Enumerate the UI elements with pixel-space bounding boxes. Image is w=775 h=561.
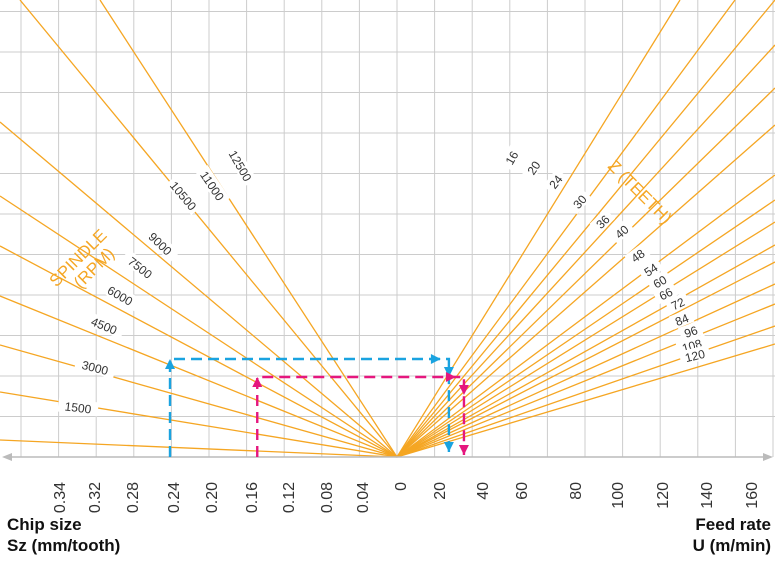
- feed-rate-tick-label: 120: [655, 482, 672, 509]
- zero-tick-label: 0: [393, 482, 410, 491]
- chip-size-tick-label: 0.16: [244, 482, 261, 513]
- spindle-speed-label: 3000: [80, 358, 110, 378]
- teeth-label-bg: [652, 281, 679, 305]
- spindle-label-bg: [99, 279, 142, 312]
- example-arrowhead: [252, 377, 263, 387]
- grid: [0, 0, 775, 457]
- spindle-label-bg: [83, 311, 126, 340]
- teeth-label-bg: [521, 154, 546, 181]
- chip-size-unit: Sz (mm/tooth): [7, 536, 121, 555]
- spindle-line: [19, 0, 398, 458]
- chip-size-tick-label: 0.28: [125, 482, 142, 513]
- spindle-label-bg: [224, 144, 257, 187]
- chip-size-tick-label: 0.04: [355, 482, 372, 513]
- teeth-label-bg: [624, 243, 651, 268]
- example-arrowhead: [165, 359, 175, 369]
- feed-rate-tick-label: 40: [475, 482, 492, 500]
- teeth-label-bg: [675, 334, 709, 356]
- teeth-line: [396, 0, 775, 458]
- feed-rate-unit: U (m/min): [692, 536, 771, 555]
- teeth-line: [396, 325, 775, 458]
- teeth-label-bg: [678, 344, 712, 366]
- feed-rate-tick-label: 100: [610, 482, 627, 509]
- spindle-label-bg: [74, 355, 117, 379]
- chip-size-tick-label: 0.20: [204, 482, 221, 513]
- spindle-line: [0, 439, 398, 458]
- feed-rate-tick-label: 140: [699, 482, 716, 509]
- x-axis: 0.34 0.32 0.28 0.24 0.20 0.16 0.12 0.08 0.04 0 20 4…: [2, 453, 773, 513]
- teeth-line: [396, 44, 775, 458]
- chip-size-axis-title: Chip size Sz (mm/tooth): [7, 514, 120, 556]
- axis-arrow-right: [763, 453, 773, 461]
- teeth-label-bg: [646, 269, 673, 293]
- spindle-line: [0, 344, 398, 458]
- teeth-line: [396, 174, 775, 458]
- example-path: [256, 375, 466, 457]
- teeth-label-bg: [499, 144, 523, 171]
- teeth-line: [396, 303, 775, 458]
- teeth-label-bg: [637, 257, 664, 282]
- example-arrowhead: [443, 442, 454, 452]
- spindle-label-bg: [141, 224, 180, 263]
- teeth-label-bg: [608, 218, 635, 244]
- chip-size-tick-label: 0.34: [52, 482, 69, 513]
- teeth-line: [396, 87, 775, 458]
- teeth-line: [396, 0, 681, 458]
- example-arrowhead: [445, 372, 456, 382]
- spindle-speed-label: 12500: [226, 148, 255, 184]
- teeth-line: [396, 199, 775, 458]
- spindle-line: [99, 0, 398, 458]
- spindle-speed-label: 1500: [64, 399, 93, 416]
- example-arrowhead: [430, 354, 441, 364]
- teeth-label-bg: [664, 292, 691, 315]
- teeth-line: [396, 283, 775, 458]
- feed-rate-tick-label: 60: [514, 482, 531, 500]
- teeth-lines: [396, 0, 775, 458]
- teeth-label-bg: [589, 208, 616, 234]
- spindle-label-bg: [120, 249, 161, 286]
- axis-arrow-left: [2, 453, 12, 461]
- chip-size-tick-label: 0.32: [87, 482, 104, 513]
- example-arrowhead: [458, 445, 469, 455]
- teeth-line: [396, 244, 775, 458]
- feed-rate-tick-label: 20: [432, 482, 449, 500]
- chip-size-title: Chip size: [7, 515, 82, 534]
- teeth-title: Z (TEETH): [604, 156, 676, 228]
- spindle-line: [0, 195, 398, 458]
- chip-size-tick-label: 0.24: [166, 482, 183, 513]
- spindle-lines: [0, 0, 398, 458]
- teeth-label-bg: [542, 168, 568, 195]
- example-arrowhead: [458, 385, 469, 395]
- spindle-label-bg: [165, 175, 202, 216]
- teeth-count-label: 16: [503, 148, 522, 167]
- teeth-line: [396, 0, 736, 458]
- spindle-line: [0, 295, 398, 458]
- chip-size-tick-label: 0.12: [281, 482, 298, 513]
- feed-rate-axis-title: Feed rate U (m/min): [693, 514, 771, 556]
- spindle-label-bg: [195, 164, 230, 206]
- example-arrowhead: [443, 367, 454, 377]
- feed-rate-tick-label: 160: [744, 482, 761, 509]
- teeth-count-label: 72: [669, 295, 687, 313]
- teeth-count-label: 84: [673, 311, 691, 329]
- teeth-line: [396, 343, 775, 458]
- chip-size-tick-label: 0.08: [319, 482, 336, 513]
- spindle-label-bg: [57, 397, 99, 417]
- spindle-line: [0, 121, 398, 458]
- teeth-count-label: 96: [682, 323, 699, 341]
- feed-rate-title: Feed rate: [695, 515, 771, 534]
- teeth-line: [396, 261, 775, 458]
- example-paths: [165, 354, 469, 457]
- teeth-line: [396, 124, 775, 458]
- teeth-count-label: 120: [684, 347, 707, 366]
- feed-rate-tick-label: 80: [568, 482, 585, 500]
- spindle-line: [0, 245, 398, 458]
- teeth-line: [396, 221, 775, 458]
- teeth-label-bg: [677, 320, 704, 342]
- teeth-label-bg: [668, 308, 695, 330]
- teeth-label-bg: [566, 188, 592, 215]
